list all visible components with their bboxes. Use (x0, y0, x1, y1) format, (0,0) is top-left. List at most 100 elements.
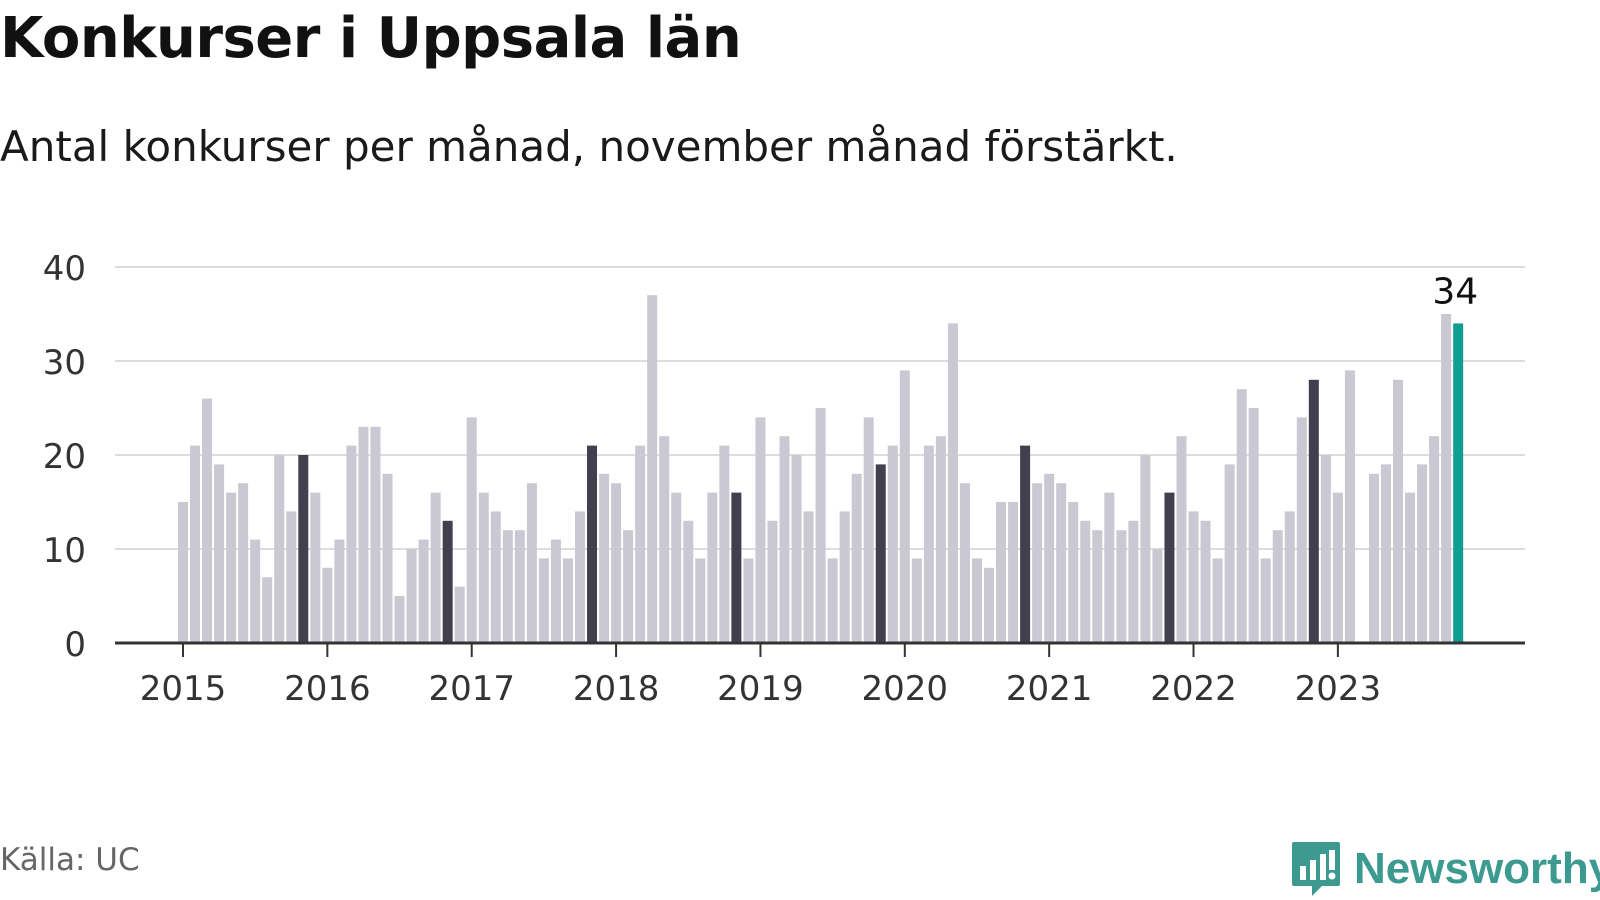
source-note: Källa: UC (0, 842, 140, 878)
bar (466, 417, 477, 643)
bar (298, 455, 309, 643)
bar (1116, 530, 1127, 643)
annotations: 34 (1432, 271, 1478, 312)
bar (971, 558, 982, 643)
y-tick-label: 30 (43, 343, 86, 383)
bar (1260, 558, 1271, 643)
bar (1164, 492, 1175, 643)
bar (695, 558, 706, 643)
bar (334, 539, 345, 643)
bar (370, 426, 381, 643)
bar (779, 436, 790, 643)
bar (1284, 511, 1295, 643)
bar (623, 530, 634, 643)
bar (635, 445, 646, 643)
bar (911, 558, 922, 643)
chart-title: Konkurser i Uppsala län (0, 6, 742, 71)
bar (502, 530, 513, 643)
bar (659, 436, 670, 643)
bar (863, 417, 874, 643)
bar (887, 445, 898, 643)
bar (1344, 370, 1355, 643)
bar (923, 445, 934, 643)
bar (550, 539, 561, 643)
bar (262, 577, 273, 643)
y-axis-tick-labels: 0 10 20 30 40 (43, 249, 86, 665)
bar (1320, 455, 1331, 643)
bar (1248, 408, 1259, 643)
x-tick-label: 2018 (573, 669, 660, 709)
x-tick-label: 2019 (717, 669, 804, 709)
bar (647, 295, 658, 643)
x-tick-label: 2016 (284, 669, 371, 709)
bar (1381, 464, 1391, 643)
bar (346, 445, 357, 643)
bar (1056, 483, 1067, 643)
x-tick-label: 2021 (1006, 669, 1093, 709)
bar (743, 558, 754, 643)
bar (1417, 464, 1428, 643)
bar (935, 436, 946, 643)
bar (1332, 492, 1343, 643)
bar (587, 445, 598, 643)
bar (959, 483, 970, 643)
bar (947, 323, 958, 643)
bar (490, 511, 501, 643)
bar (430, 492, 441, 643)
bar (899, 370, 910, 643)
bar (1405, 492, 1416, 643)
x-tick-label: 2015 (140, 669, 227, 709)
bar (803, 511, 814, 643)
bar (1128, 520, 1139, 643)
bar (1200, 520, 1211, 643)
x-tick-label: 2017 (428, 669, 515, 709)
bar (1080, 520, 1091, 643)
bar (827, 558, 838, 643)
brand-name: Newsworthy (1354, 844, 1600, 893)
bar (394, 596, 405, 643)
bar (755, 417, 766, 643)
newsworthy-icon (1292, 842, 1340, 896)
bar (562, 558, 573, 643)
bar (1032, 483, 1043, 643)
bar (875, 464, 886, 643)
bar (274, 455, 285, 643)
bar (719, 445, 730, 643)
bar (1140, 455, 1151, 643)
bar (1296, 417, 1307, 643)
bar (1368, 473, 1379, 643)
bar (815, 408, 826, 643)
bar (984, 567, 995, 643)
bar (442, 520, 453, 643)
bar (382, 473, 393, 643)
x-axis-ticks: 2015 2016 2017 2018 2019 2020 2021 2022 2023 (140, 643, 1381, 709)
bar (1152, 549, 1163, 643)
x-tick-label: 2020 (862, 669, 949, 709)
bar (1092, 530, 1103, 643)
y-tick-label: 10 (43, 531, 86, 571)
y-tick-label: 40 (43, 249, 86, 289)
bar (358, 426, 369, 643)
chart-subtitle: Antal konkurser per månad, november måna… (0, 122, 1178, 171)
bar (1272, 530, 1283, 643)
bar (454, 586, 465, 643)
bar (791, 455, 802, 643)
bar (478, 492, 489, 643)
bar (514, 530, 525, 643)
bar (1212, 558, 1223, 643)
bar (190, 445, 201, 643)
bar (1044, 473, 1055, 643)
bar (707, 492, 718, 643)
bar (996, 502, 1007, 643)
bar (1176, 436, 1187, 643)
bar (1441, 314, 1452, 643)
bar (1020, 445, 1031, 643)
bar (322, 567, 333, 643)
x-tick-label: 2022 (1150, 669, 1237, 709)
x-tick-label: 2023 (1295, 669, 1382, 709)
bar (767, 520, 778, 643)
bar (406, 549, 417, 643)
bar (214, 464, 225, 643)
bar (1188, 511, 1199, 643)
bar (599, 473, 610, 643)
